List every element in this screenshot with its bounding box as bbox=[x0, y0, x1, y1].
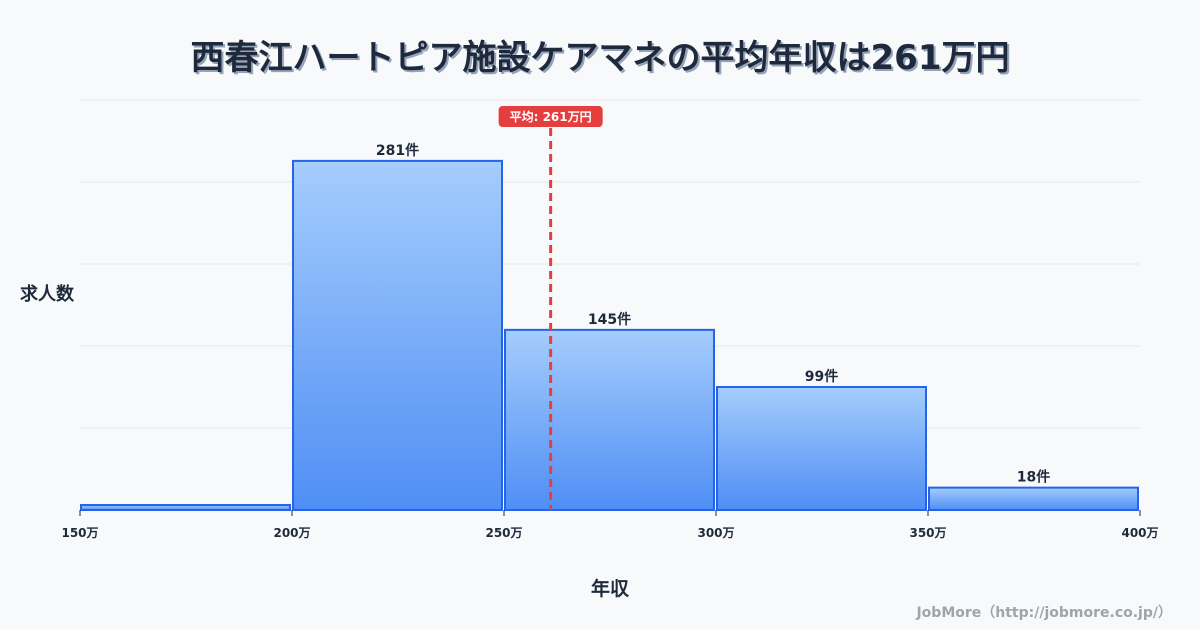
x-tick-label: 350万 bbox=[909, 526, 946, 540]
x-tick-label: 300万 bbox=[697, 526, 734, 540]
bars: 281件 145件 99件 18件 bbox=[80, 142, 1139, 512]
x-tick-label: 150万 bbox=[61, 526, 98, 540]
x-tick-label: 250万 bbox=[485, 526, 522, 540]
bar-value-label: 18件 bbox=[1017, 469, 1050, 486]
x-tick-label: 400万 bbox=[1121, 526, 1158, 540]
histogram-bar bbox=[80, 504, 291, 512]
x-axis-ticks: 150万 200万 250万 300万 350万 400万 bbox=[61, 510, 1159, 540]
histogram-bar bbox=[292, 159, 503, 511]
bar-value-label: 281件 bbox=[376, 142, 419, 159]
histogram-bar bbox=[928, 486, 1139, 511]
x-axis-label: 年収 bbox=[590, 578, 629, 600]
average-badge-label: 平均: 261万円 bbox=[510, 109, 592, 124]
chart-title: 西春江ハートピア施設ケアマネの平均年収は261万円 bbox=[190, 38, 1010, 78]
average-badge bbox=[498, 106, 603, 127]
footer-credit: JobMore（http://jobmore.co.jp/） bbox=[916, 605, 1172, 621]
bar-value-label: 99件 bbox=[805, 368, 838, 385]
average-line-group: 平均: 261万円 bbox=[498, 106, 603, 510]
x-tick-label: 200万 bbox=[273, 526, 310, 540]
histogram-bar bbox=[716, 386, 927, 511]
histogram-bar bbox=[504, 328, 715, 511]
y-axis-label: 求人数 bbox=[20, 284, 74, 305]
bar-value-label: 145件 bbox=[588, 311, 631, 328]
